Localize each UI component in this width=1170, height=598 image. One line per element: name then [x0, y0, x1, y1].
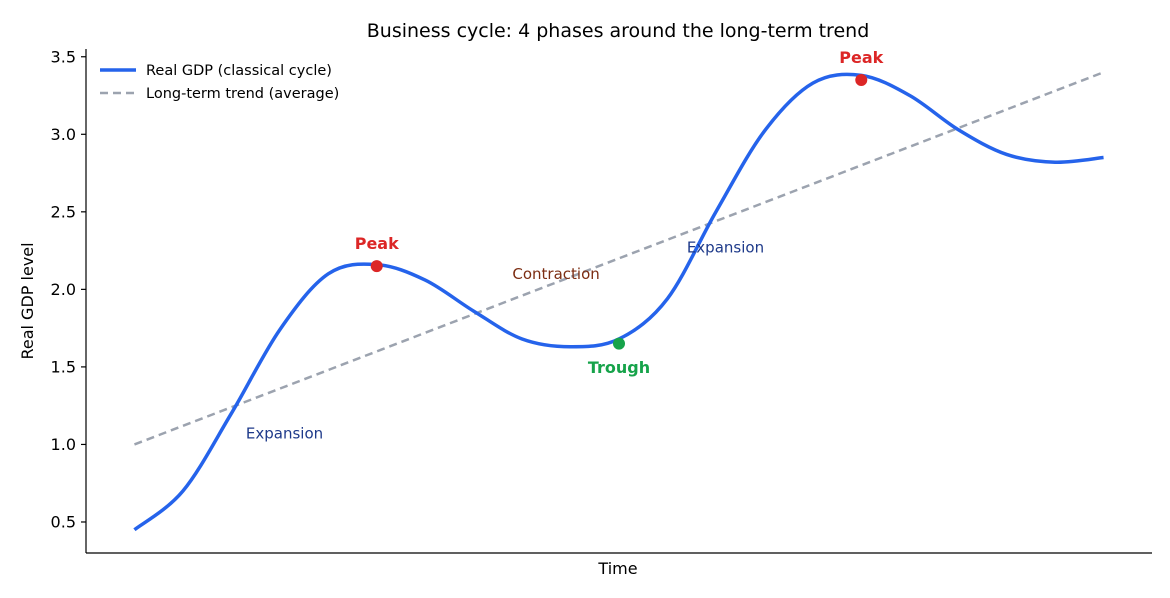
marker-peak [370, 260, 383, 273]
phase-annotation: Expansion [687, 238, 764, 256]
y-tick-label: 1.0 [51, 435, 76, 454]
series-line-gdp [133, 72, 1104, 532]
series-line-trend [134, 71, 1104, 446]
phase-annotation: Expansion [246, 425, 323, 443]
marker-peak [855, 74, 868, 87]
y-axis-label: Real GDP level [18, 242, 37, 359]
y-tick-label: 2.0 [51, 280, 76, 299]
y-tick-label: 2.5 [51, 202, 76, 221]
y-tick-label: 0.5 [51, 512, 76, 531]
x-axis-label: Time [597, 559, 637, 578]
marker-label-trough: Trough [588, 358, 650, 377]
y-tick-label: 1.5 [51, 357, 76, 376]
y-tick-label: 3.0 [51, 125, 76, 144]
marker-label-peak: Peak [839, 48, 883, 67]
plot-area: Peak Trough Peak Expansion Contraction Expans… [133, 48, 1104, 532]
y-axis-ticks: 0.5 1.0 1.5 2.0 2.5 3.0 3.5 [51, 47, 86, 531]
legend-label-gdp: Real GDP (classical cycle) [146, 63, 332, 79]
marker-label-peak: Peak [355, 234, 399, 253]
y-tick-label: 3.5 [51, 47, 76, 66]
marker-trough [613, 337, 625, 350]
chart-title: Business cycle: 4 phases around the long… [367, 20, 870, 42]
phase-annotation: Contraction [512, 265, 599, 283]
legend: Real GDP (classical cycle) Long-term tre… [100, 63, 339, 102]
legend-label-trend: Long-term trend (average) [146, 86, 339, 102]
